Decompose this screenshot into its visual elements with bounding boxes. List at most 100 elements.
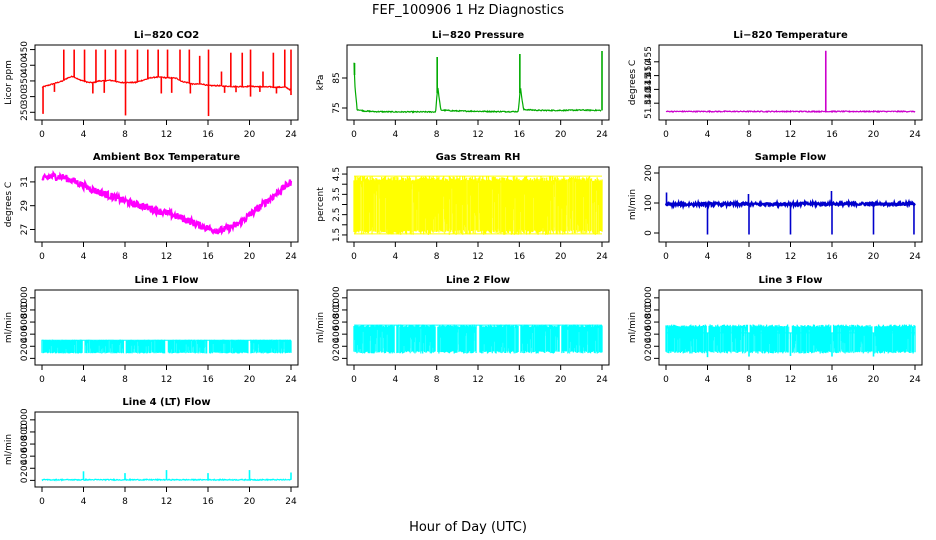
y-axis-label: kPa <box>316 75 326 91</box>
panel-title: Sample Flow <box>755 152 827 163</box>
x-tick-label: 16 <box>826 252 838 262</box>
y-tick-label: 300 <box>20 88 30 105</box>
y-tick-label: 800 <box>332 301 342 318</box>
x-tick-label: 16 <box>826 130 838 140</box>
y-axis-label: degrees C <box>628 60 638 105</box>
y-tick-label: 350 <box>20 72 30 89</box>
x-tick-label: 16 <box>202 130 214 140</box>
x-tick-label: 0 <box>39 375 45 385</box>
x-tick-label: 12 <box>161 252 172 262</box>
plot-area <box>665 50 916 114</box>
y-tick-label: 250 <box>20 103 30 120</box>
x-tick-label: 4 <box>81 497 87 507</box>
panel-title: Line 2 Flow <box>446 275 510 286</box>
x-tick-label: 24 <box>596 252 608 262</box>
y-tick-label: 200 <box>644 337 654 354</box>
panel-gas-stream-rh: Gas Stream RH 0 4 8 12 16 20 24 1.5 2.5 3.5 4.5 perc… <box>316 152 610 262</box>
x-tick-label: 8 <box>122 130 128 140</box>
series-line-0 <box>665 109 916 114</box>
y-tick-label: 1000 <box>20 286 30 309</box>
y-tick-label: 51.440 <box>644 87 654 119</box>
x-tick-label: 20 <box>555 375 567 385</box>
x-tick-label: 0 <box>39 130 45 140</box>
plot-area <box>664 191 916 235</box>
series-texture <box>360 177 599 235</box>
x-tick-label: 12 <box>161 130 172 140</box>
x-tick-label: 20 <box>555 130 567 140</box>
plot-area <box>41 49 292 117</box>
x-tick-label: 4 <box>392 130 398 140</box>
panel-title: Gas Stream RH <box>436 152 521 163</box>
plot-area <box>353 324 603 354</box>
y-tick-label: 600 <box>20 313 30 330</box>
x-tick-label: 16 <box>202 252 214 262</box>
x-tick-label: 8 <box>746 252 752 262</box>
figure-x-label: Hour of Day (UTC) <box>409 520 527 535</box>
series-texture <box>42 339 287 354</box>
x-tick-label: 24 <box>285 130 297 140</box>
x-tick-label: 12 <box>785 130 796 140</box>
x-tick-label: 12 <box>472 375 483 385</box>
plot-area <box>353 175 603 235</box>
y-tick-label: 800 <box>20 301 30 318</box>
x-tick-label: 8 <box>122 375 128 385</box>
panel-title: Li−820 CO2 <box>134 30 199 41</box>
x-tick-label: 4 <box>392 252 398 262</box>
x-tick-label: 4 <box>705 130 711 140</box>
x-tick-label: 0 <box>663 252 669 262</box>
x-tick-label: 16 <box>202 497 214 507</box>
y-tick-label: 800 <box>20 423 30 440</box>
series-fill <box>665 324 916 354</box>
series-line-0 <box>41 75 292 91</box>
x-tick-label: 16 <box>202 375 214 385</box>
x-tick-label: 24 <box>909 252 921 262</box>
y-tick-label: 51.445 <box>644 74 654 106</box>
series-texture <box>354 325 599 354</box>
y-tick-label: 31 <box>20 176 30 187</box>
y-tick-label: 600 <box>20 435 30 452</box>
figure-title: FEF_100906 1 Hz Diagnostics <box>372 3 564 18</box>
plot-area <box>41 170 293 236</box>
x-tick-label: 16 <box>514 130 526 140</box>
y-tick-label: 400 <box>20 447 30 464</box>
y-axis-label: ml/min <box>316 312 326 343</box>
x-tick-label: 4 <box>705 375 711 385</box>
x-tick-label: 12 <box>785 252 796 262</box>
x-tick-label: 0 <box>39 252 45 262</box>
y-tick-label: 600 <box>644 313 654 330</box>
series-line-0 <box>664 198 916 211</box>
y-tick-label: 200 <box>644 164 654 181</box>
y-axis-label: ml/min <box>628 312 638 343</box>
y-tick-label: 400 <box>644 325 654 342</box>
x-tick-label: 4 <box>81 252 87 262</box>
x-tick-label: 0 <box>351 252 357 262</box>
x-tick-label: 0 <box>663 375 669 385</box>
y-tick-label: 2.5 <box>332 207 342 221</box>
y-tick-label: 1000 <box>332 286 342 309</box>
y-tick-label: 200 <box>20 459 30 476</box>
x-tick-label: 12 <box>161 497 172 507</box>
series-fill <box>353 324 603 354</box>
x-tick-label: 8 <box>746 375 752 385</box>
series-line-0 <box>353 62 602 114</box>
x-tick-label: 24 <box>909 375 921 385</box>
plot-frame <box>34 289 299 366</box>
panel-sample-flow: Sample Flow 0 4 8 12 16 20 24 0 100 200 ml/min <box>628 152 923 262</box>
y-tick-label: 600 <box>332 313 342 330</box>
x-tick-label: 0 <box>351 130 357 140</box>
plot-frame <box>658 44 923 121</box>
series-fill <box>41 339 292 354</box>
panel-title: Line 4 (LT) Flow <box>122 397 210 408</box>
x-tick-label: 4 <box>705 252 711 262</box>
x-tick-label: 8 <box>122 252 128 262</box>
x-tick-label: 8 <box>434 375 440 385</box>
y-tick-label: 200 <box>332 337 342 354</box>
x-tick-label: 24 <box>596 130 608 140</box>
panel-title: Li−820 Temperature <box>733 30 848 41</box>
x-tick-label: 4 <box>81 375 87 385</box>
